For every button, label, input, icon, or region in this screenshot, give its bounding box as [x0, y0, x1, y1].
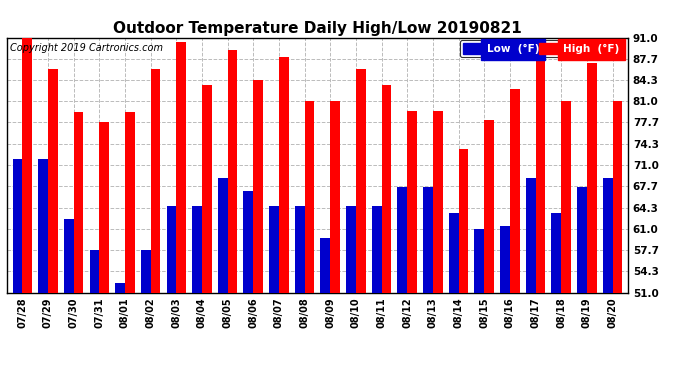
Bar: [397, 188, 407, 292]
Bar: [526, 178, 535, 292]
Bar: [218, 178, 228, 292]
Bar: [295, 207, 304, 292]
Bar: [48, 69, 58, 292]
Bar: [475, 229, 484, 292]
Bar: [586, 63, 597, 292]
Bar: [99, 122, 109, 292]
Bar: [125, 112, 135, 292]
Bar: [150, 69, 160, 292]
Bar: [166, 207, 176, 292]
Bar: [269, 207, 279, 292]
Bar: [423, 188, 433, 292]
Bar: [346, 207, 356, 292]
Bar: [90, 250, 99, 292]
Bar: [141, 250, 150, 292]
Bar: [304, 101, 315, 292]
Bar: [115, 283, 125, 292]
Bar: [551, 213, 561, 292]
Bar: [500, 226, 510, 292]
Bar: [279, 57, 288, 292]
Bar: [382, 86, 391, 292]
Bar: [484, 120, 494, 292]
Bar: [433, 111, 442, 292]
Legend: Low  (°F), High  (°F): Low (°F), High (°F): [460, 40, 622, 57]
Title: Outdoor Temperature Daily High/Low 20190821: Outdoor Temperature Daily High/Low 20190…: [113, 21, 522, 36]
Bar: [448, 213, 459, 292]
Bar: [407, 111, 417, 292]
Bar: [356, 69, 366, 292]
Bar: [38, 159, 48, 292]
Bar: [561, 101, 571, 292]
Bar: [253, 80, 263, 292]
Bar: [74, 112, 83, 292]
Bar: [202, 86, 212, 292]
Bar: [64, 219, 74, 292]
Bar: [228, 50, 237, 292]
Text: Copyright 2019 Cartronics.com: Copyright 2019 Cartronics.com: [10, 43, 163, 52]
Bar: [320, 238, 331, 292]
Bar: [459, 149, 469, 292]
Bar: [193, 207, 202, 292]
Bar: [176, 42, 186, 292]
Bar: [244, 190, 253, 292]
Bar: [603, 178, 613, 292]
Bar: [613, 101, 622, 292]
Bar: [331, 101, 340, 292]
Bar: [510, 88, 520, 292]
Bar: [22, 38, 32, 292]
Bar: [372, 207, 382, 292]
Bar: [535, 57, 545, 292]
Bar: [577, 188, 586, 292]
Bar: [12, 159, 22, 292]
